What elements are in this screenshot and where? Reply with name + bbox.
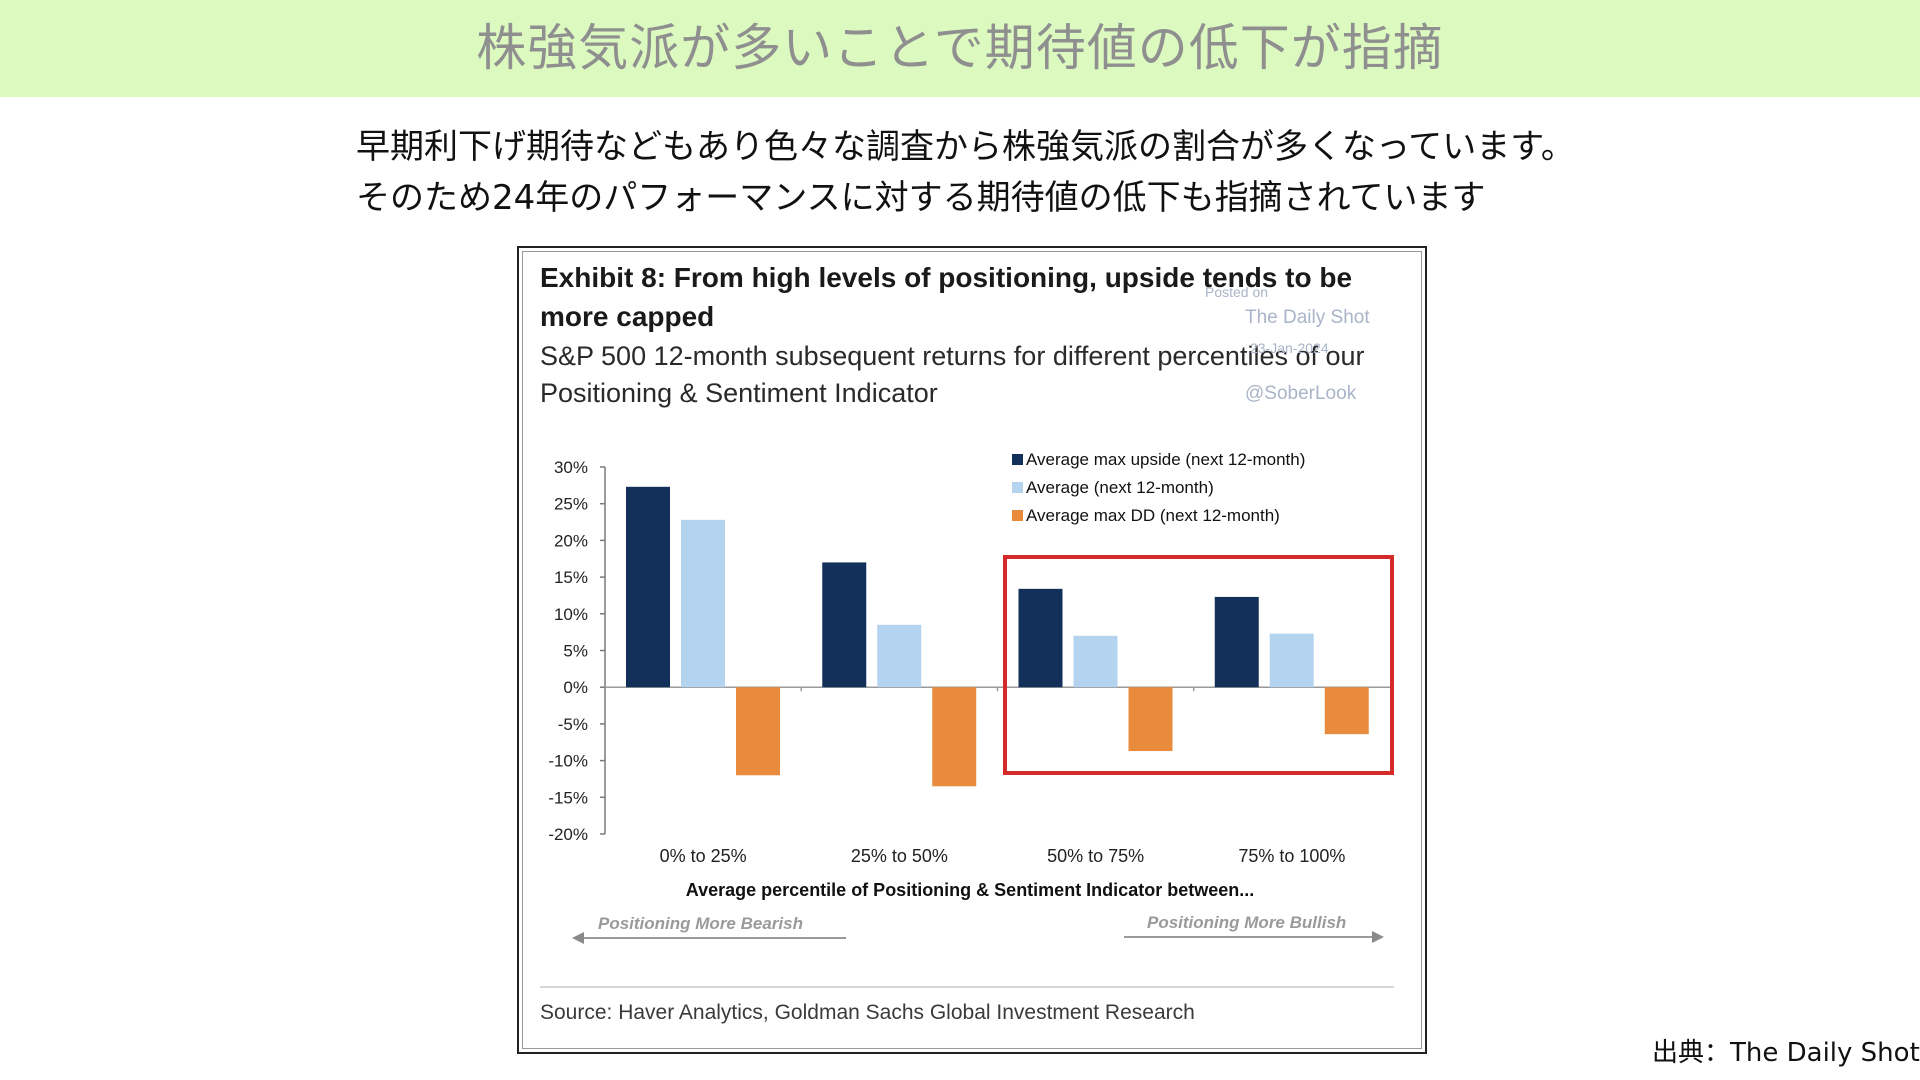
bar-2-3 xyxy=(1073,635,1118,688)
source-note: Source: Haver Analytics, Goldman Sachs G… xyxy=(540,1001,1195,1024)
intro-line-2: そのため24年のパフォーマンスに対する期待値の低下も指摘されています xyxy=(356,178,1486,218)
x-category-label: 75% to 100% xyxy=(1238,846,1345,866)
x-axis-title: Average percentile of Positioning & Sent… xyxy=(686,880,1254,900)
y-tick-label: -10% xyxy=(548,752,588,771)
highlight-box xyxy=(1003,555,1394,775)
watermark-handle: @SoberLook xyxy=(1245,383,1357,404)
header-bar xyxy=(0,0,1920,97)
y-tick-label: 10% xyxy=(554,605,588,624)
legend-swatch xyxy=(1012,482,1023,493)
exhibit-title: Exhibit 8: From high levels of positioni… xyxy=(540,262,1353,332)
bar-1-3 xyxy=(1018,588,1063,688)
source-divider xyxy=(540,986,1394,988)
y-tick-label: 5% xyxy=(563,642,588,661)
legend-label: Average max upside (next 12-month) xyxy=(1026,450,1305,469)
intro-line-1: 早期利下げ期待などもあり色々な調査から株強気派の割合が多くなっています。 xyxy=(356,127,1575,167)
chart-axes: 30% 25% 20% 15% 10% 5% 0% -5% -10% -15% -20% 0% to … xyxy=(548,458,1390,866)
x-category-label: 50% to 75% xyxy=(1047,846,1144,866)
bar-3-4 xyxy=(1324,687,1369,735)
direction-left-label: Positioning More Bearish xyxy=(598,914,803,933)
bar-3-1 xyxy=(736,687,780,776)
y-tick-label: 30% xyxy=(554,458,588,477)
bar-1-1 xyxy=(626,486,670,688)
y-tick-label: 20% xyxy=(554,531,588,550)
bar-3-2 xyxy=(932,687,977,787)
y-tick-label: -15% xyxy=(548,788,588,807)
legend-swatch xyxy=(1012,454,1023,465)
legend-swatch xyxy=(1012,510,1023,521)
watermark-posted: Posted on xyxy=(1205,284,1269,300)
x-category-label: 0% to 25% xyxy=(660,846,747,866)
legend-label: Average max DD (next 12-month) xyxy=(1026,506,1280,525)
bar-1-4 xyxy=(1214,596,1259,688)
direction-right-label: Positioning More Bullish xyxy=(1147,913,1346,932)
x-category-label: 25% to 50% xyxy=(851,846,948,866)
credit-text: 出典：The Daily Shot xyxy=(1652,1038,1920,1068)
chart-bars xyxy=(626,486,1369,787)
y-tick-label: 25% xyxy=(554,495,588,514)
y-tick-label: 15% xyxy=(554,568,588,587)
bar-2-1 xyxy=(681,519,725,688)
figure-inner-border xyxy=(522,251,1422,1049)
bar-2-2 xyxy=(877,624,922,688)
legend-label: Average (next 12-month) xyxy=(1026,478,1214,497)
y-tick-label: -20% xyxy=(548,825,588,844)
chart-legend: Average max upside (next 12-month) Averag… xyxy=(1012,450,1305,525)
page-title: 株強気派が多いことで期待値の低下が指摘 xyxy=(476,19,1444,77)
intro-text: 早期利下げ期待などもあり色々な調査から株強気派の割合が多くなっています。 そのた… xyxy=(356,122,1656,224)
y-tick-label: -5% xyxy=(558,715,588,734)
y-tick-label: 0% xyxy=(563,678,588,697)
bar-2-4 xyxy=(1269,633,1314,688)
watermark-date: 23-Jan-2024 xyxy=(1250,340,1329,356)
watermark-brand: The Daily Shot xyxy=(1245,307,1370,328)
exhibit-subtitle: S&P 500 12-month subsequent returns for … xyxy=(540,341,1365,408)
left-arrow-icon xyxy=(572,932,584,944)
bar-3-3 xyxy=(1128,687,1173,752)
right-arrow-icon xyxy=(1372,931,1384,943)
bar-1-2 xyxy=(822,562,867,688)
